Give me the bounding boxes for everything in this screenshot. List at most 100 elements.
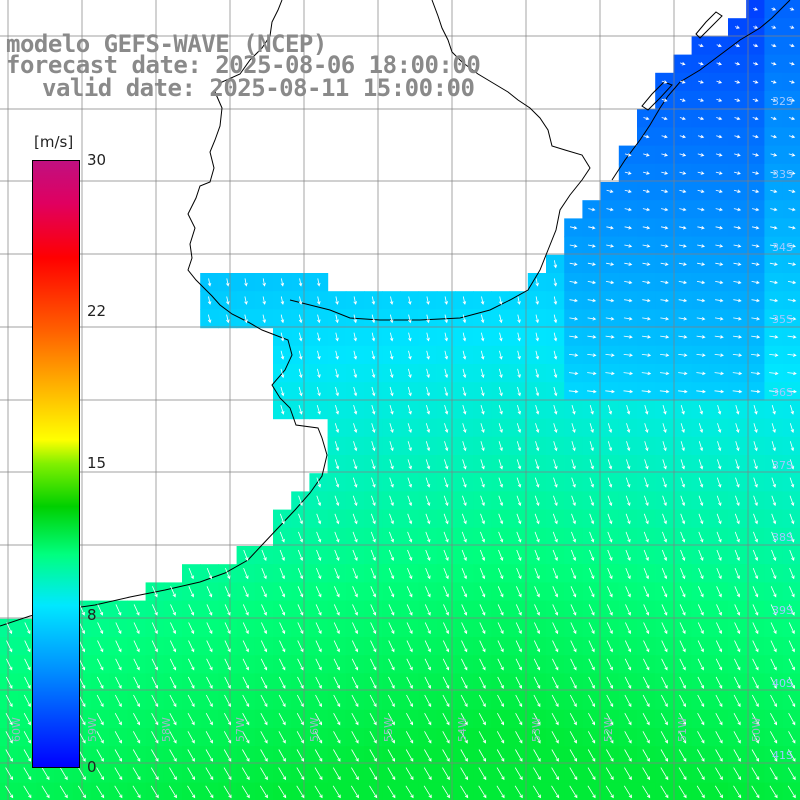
wind-arrow — [661, 171, 669, 175]
wind-arrow — [662, 441, 667, 452]
wind-arrow — [280, 404, 285, 415]
wind-arrow — [78, 767, 86, 781]
wind-arrow — [498, 513, 504, 525]
wind-arrow — [752, 567, 759, 580]
wind-arrow — [771, 549, 777, 561]
wind-arrow — [608, 404, 612, 415]
wind-arrow — [680, 62, 686, 66]
lat-label: 40S — [772, 677, 793, 690]
wind-arrow — [553, 350, 558, 360]
wind-arrow — [298, 332, 303, 342]
wind-arrow — [753, 423, 758, 433]
wind-arrow — [370, 549, 376, 561]
wind-arrow — [461, 622, 468, 635]
wind-arrow — [698, 423, 704, 433]
wind-arrow — [423, 767, 432, 781]
wind-arrow — [426, 332, 430, 342]
wind-arrow — [752, 189, 760, 193]
wind-arrow — [569, 225, 578, 230]
wind-arrow — [480, 314, 485, 324]
wind-arrow — [751, 353, 761, 357]
wind-arrow — [587, 353, 597, 357]
wind-cell — [782, 91, 800, 110]
wind-arrow — [753, 531, 758, 543]
coastline-brazil — [611, 0, 791, 181]
wind-arrow — [353, 441, 358, 452]
wind-arrow — [187, 694, 195, 708]
wind-arrow — [298, 386, 303, 397]
wind-arrow — [734, 513, 740, 525]
wind-arrow — [788, 658, 795, 671]
wind-arrow — [533, 694, 541, 708]
wind-arrow — [533, 767, 541, 781]
wind-arrow — [332, 767, 341, 781]
wind-arrow — [679, 604, 686, 616]
wind-arrow — [587, 767, 596, 781]
wind-arrow — [623, 371, 634, 376]
wind-arrow — [587, 731, 596, 744]
wind-arrow — [788, 694, 796, 708]
wind-arrow — [242, 694, 250, 708]
wind-cell — [782, 491, 800, 511]
wind-arrow — [534, 495, 540, 507]
wind-arrow — [661, 116, 668, 121]
wind-arrow — [607, 441, 613, 452]
wind-cell — [582, 782, 602, 800]
wind-arrow — [571, 477, 576, 488]
wind-arrow — [206, 640, 213, 653]
wind-arrow — [569, 353, 579, 357]
wind-arrow — [480, 332, 485, 342]
wind-arrow — [771, 477, 776, 488]
wind-arrow — [697, 116, 705, 121]
wind-arrow — [223, 749, 232, 762]
wind-arrow — [498, 423, 503, 433]
wind-arrow — [571, 513, 576, 525]
wind-arrow — [660, 353, 670, 357]
wind-arrow — [769, 335, 779, 339]
wind-arrow — [371, 350, 376, 360]
wind-arrow — [23, 731, 31, 744]
wind-arrow — [734, 658, 741, 671]
wind-arrow — [278, 694, 286, 708]
wind-arrow — [643, 531, 649, 543]
wind-arrow — [716, 622, 722, 635]
wind-arrow — [96, 694, 104, 708]
wind-arrow — [750, 371, 761, 376]
wind-arrow — [317, 350, 321, 360]
wind-arrow — [642, 694, 650, 708]
wind-arrow — [371, 386, 376, 397]
wind-arrow — [570, 658, 577, 671]
wind-arrow — [571, 459, 576, 470]
wind-arrow — [406, 658, 413, 671]
wind-arrow — [405, 767, 414, 781]
wind-arrow — [516, 477, 522, 488]
wind-arrow — [625, 586, 631, 598]
wind-arrow — [462, 477, 467, 488]
wind-arrow — [680, 549, 686, 561]
wind-arrow — [551, 785, 560, 799]
wind-arrow — [769, 244, 778, 248]
wind-arrow — [715, 244, 724, 248]
wind-arrow — [662, 513, 667, 525]
lon-label: 50W — [750, 717, 763, 742]
wind-arrow — [480, 423, 485, 433]
wind-arrow — [624, 298, 633, 303]
wind-arrow — [753, 441, 758, 452]
wind-arrow — [568, 371, 579, 376]
wind-arrow — [696, 389, 706, 394]
wind-arrow — [369, 785, 378, 799]
wind-arrow — [461, 513, 467, 525]
wind-arrow — [770, 153, 778, 157]
wind-arrow — [587, 316, 597, 321]
wind-arrow — [733, 731, 741, 744]
wind-arrow — [407, 495, 413, 507]
wind-arrow — [333, 731, 341, 744]
wind-cell — [382, 782, 401, 800]
wind-arrow — [353, 350, 358, 360]
wind-arrow — [535, 404, 540, 415]
wind-cell — [200, 782, 219, 800]
wind-arrow — [752, 80, 759, 84]
wind-arrow — [442, 676, 450, 689]
wind-arrow — [733, 785, 742, 799]
